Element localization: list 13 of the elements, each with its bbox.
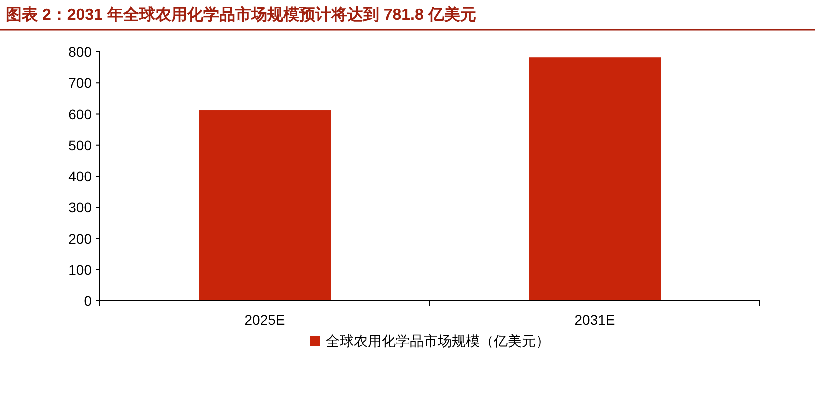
x-tick-label: 2025E [244, 312, 286, 328]
y-tick-label: 500 [68, 137, 92, 154]
chart-title: 图表 2：2031 年全球农用化学品市场规模预计将达到 781.8 亿美元 [6, 5, 476, 24]
y-tick-label: 600 [68, 106, 92, 122]
legend-label: 全球农用化学品市场规模（亿美元） [326, 333, 550, 349]
y-tick-label: 0 [84, 293, 92, 309]
y-tick-label: 200 [68, 230, 92, 247]
y-tick-label: 100 [68, 262, 92, 278]
y-tick-label: 400 [68, 168, 92, 184]
y-tick-label: 800 [68, 44, 92, 60]
y-tick-label: 700 [68, 75, 92, 92]
y-tick-label: 300 [68, 200, 92, 216]
x-tick-label: 2031E [574, 312, 616, 328]
